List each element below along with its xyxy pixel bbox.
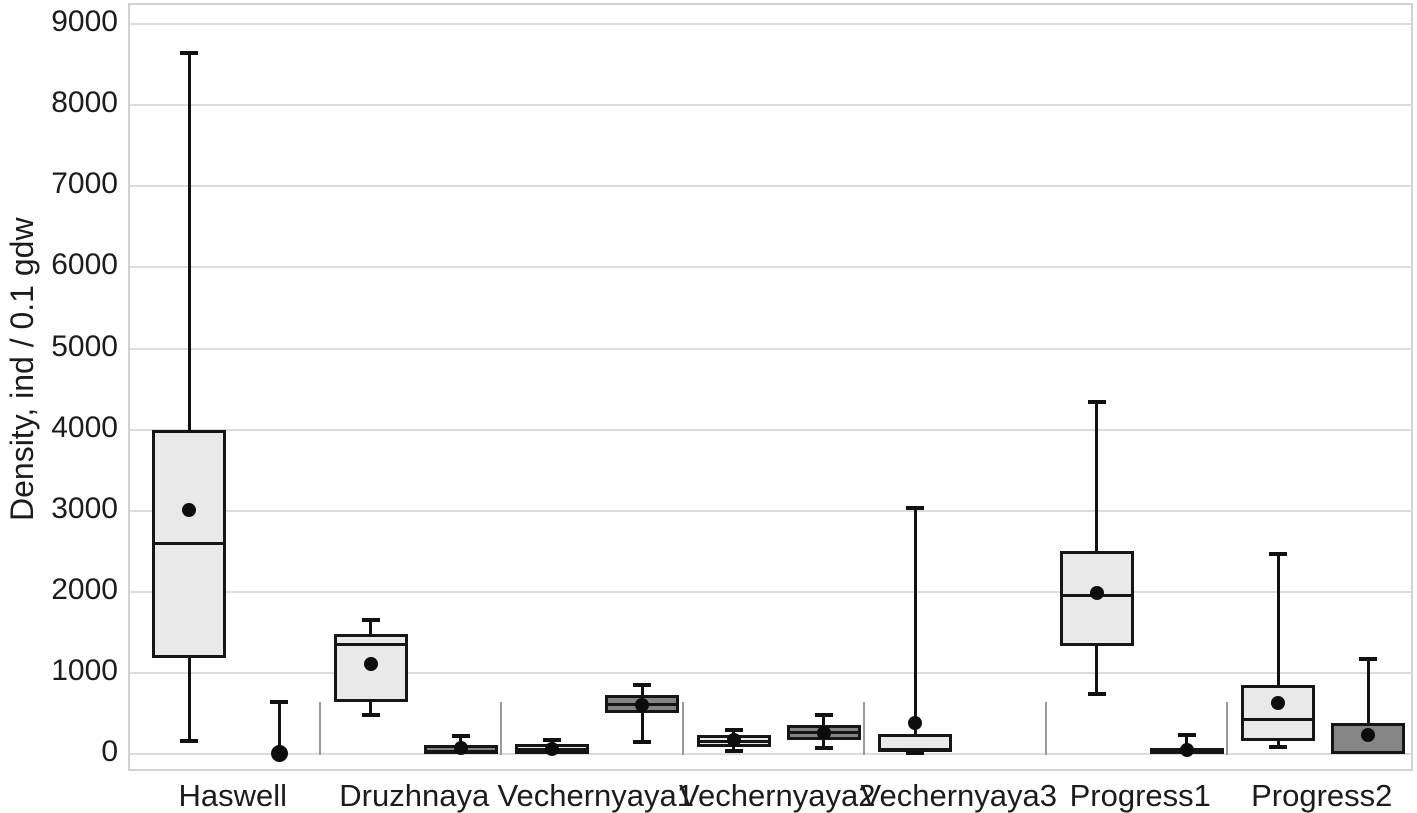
whisker-cap-top <box>633 682 651 687</box>
median-line <box>155 541 223 545</box>
whisker-line <box>277 701 281 754</box>
box-rect <box>1241 685 1315 742</box>
whisker-cap-top <box>906 505 924 510</box>
whisker-cap-top <box>270 700 288 705</box>
median-line <box>336 643 405 646</box>
group-separator <box>500 702 502 755</box>
y-tick-label: 5000 <box>51 329 118 363</box>
mean-dot <box>1179 742 1194 757</box>
x-axis-label-vechernyaya1: Vechernyaya1 <box>497 778 694 813</box>
gridline-4000 <box>130 428 1411 431</box>
y-tick-label: 7000 <box>51 167 118 201</box>
whisker-cap-bottom <box>814 746 833 751</box>
median-line <box>1334 750 1402 754</box>
whisker-cap-top <box>1177 733 1196 738</box>
whisker-cap-top <box>1087 400 1106 405</box>
mean-dot <box>1361 727 1375 742</box>
group-separator <box>863 702 865 755</box>
y-tick-label: 1000 <box>51 653 118 687</box>
whisker-cap-top <box>814 712 833 717</box>
group-separator <box>1226 702 1228 755</box>
x-axis-label-vechernyaya2: Vechernyaya2 <box>679 778 876 813</box>
whisker-cap-top <box>180 50 198 55</box>
group-separator <box>318 702 321 755</box>
x-axis-label-vechernyaya3: Vechernyaya3 <box>860 778 1057 813</box>
whisker-cap-bottom <box>633 740 651 745</box>
whisker-cap-top <box>724 727 743 732</box>
mean-dot <box>816 725 831 740</box>
gridline-9000 <box>130 23 1411 26</box>
mean-dot <box>545 742 559 757</box>
gridline-1000 <box>130 671 1411 674</box>
whisker-line <box>640 683 644 744</box>
median-line <box>1244 717 1312 721</box>
whisker-line <box>1276 552 1280 748</box>
gridline-0 <box>130 753 1411 755</box>
gridline-7000 <box>130 185 1411 188</box>
y-tick-label: 9000 <box>51 5 118 39</box>
gridline-6000 <box>130 266 1411 269</box>
gridline-8000 <box>130 104 1411 107</box>
plot-area <box>128 3 1413 771</box>
mean-dot <box>908 716 922 731</box>
whisker-line <box>1095 401 1098 695</box>
mean-dot <box>363 656 378 671</box>
whisker-cap-top <box>361 618 380 623</box>
mean-dot <box>635 697 649 712</box>
group-separator <box>1044 702 1047 755</box>
gridline-3000 <box>130 509 1411 512</box>
group-separator <box>681 702 684 755</box>
mean-dot <box>1271 695 1285 710</box>
whisker-cap-top <box>1269 551 1287 556</box>
mean-dot <box>726 733 741 748</box>
y-tick-label: 8000 <box>51 86 118 120</box>
whisker-cap-bottom <box>361 712 380 717</box>
mean-dot <box>453 740 468 755</box>
whisker-cap-top <box>451 733 470 738</box>
mean-dot <box>1089 585 1104 600</box>
mean-dot <box>270 744 288 762</box>
y-tick-label: 3000 <box>51 491 118 525</box>
x-axis-label-haswell: Haswell <box>178 778 288 813</box>
whisker-cap-top <box>1359 657 1377 662</box>
whisker-cap-bottom <box>1269 744 1287 749</box>
y-tick-label: 0 <box>101 735 118 768</box>
whisker-cap-bottom <box>906 751 924 755</box>
x-axis-label-progress2: Progress2 <box>1251 778 1393 813</box>
median-line <box>881 747 949 751</box>
whisker-cap-bottom <box>724 748 743 753</box>
whisker-line <box>187 51 191 742</box>
y-tick-label: 4000 <box>51 410 118 444</box>
gridline-2000 <box>130 590 1411 593</box>
whisker-cap-bottom <box>180 738 198 743</box>
mean-dot <box>182 502 196 517</box>
x-axis-label-progress1: Progress1 <box>1069 778 1211 813</box>
whisker-line <box>1366 658 1370 754</box>
whisker-line <box>913 506 917 754</box>
whisker-cap-bottom <box>1087 691 1106 696</box>
y-tick-label: 2000 <box>51 572 118 606</box>
gridline-5000 <box>130 347 1411 350</box>
y-tick-label: 6000 <box>51 248 118 282</box>
whisker-cap-top <box>543 737 561 742</box>
x-axis-label-druzhnaya: Druzhnaya <box>339 778 490 813</box>
